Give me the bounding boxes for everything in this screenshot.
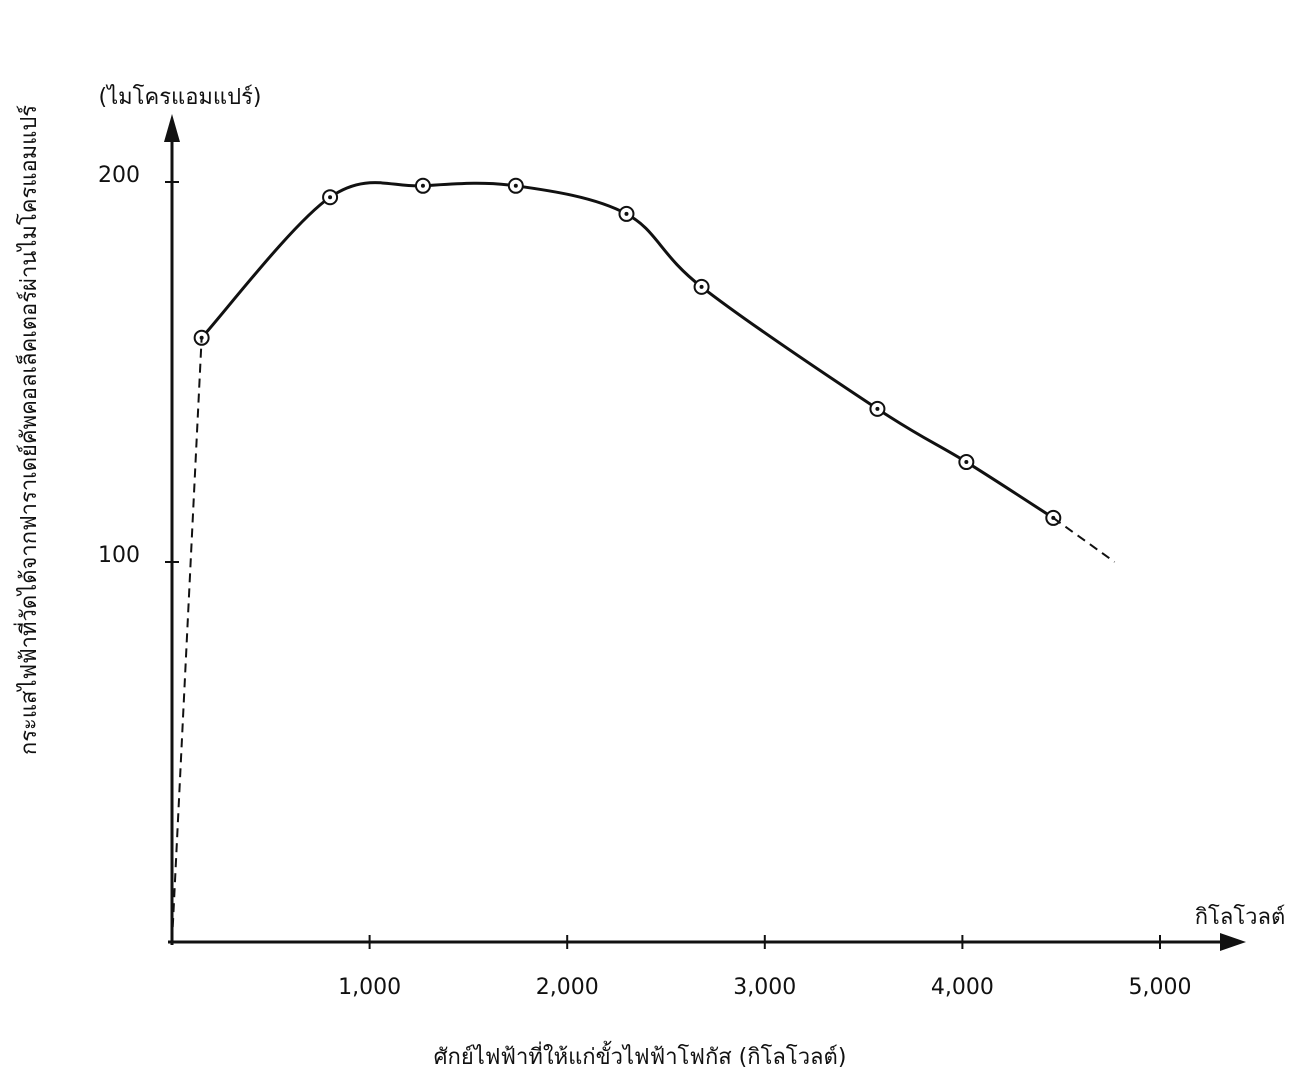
y-unit: (ไมโครแอมแปร์) [99,84,262,110]
data-point-dot [699,284,704,289]
data-point-dot [875,406,880,411]
dashed-line [1052,517,1116,563]
x-tick-label: 4,000 [931,975,994,1000]
data-point-dot [328,195,333,200]
x-axis-arrow [1220,933,1246,951]
x-axis-label: ศักย์ไฟฟ้าที่ให้แก่ขั้วไฟฟ้าโฟกัส (กิโลโ… [434,1041,847,1070]
x-tick-label: 2,000 [536,975,599,1000]
x-tick-label: 5,000 [1129,975,1192,1000]
y-tick-label: 100 [98,543,140,568]
y-tick-label: 200 [98,163,140,188]
x-tick-label: 3,000 [733,975,796,1000]
curve [200,181,1055,520]
data-point-dot [964,460,969,465]
x-unit: กิโลโวลต์ [1195,904,1286,930]
y-axis-arrow [164,114,180,142]
data-point-dot [624,211,629,216]
y-axis-label: กระแสไฟฟ้าที่วัดได้จากฟาราเดย์คัพคอลเล็ค… [13,105,42,755]
data-point-dot [420,183,425,188]
data-point-dot [513,183,518,188]
x-tick-label: 1,000 [338,975,401,1000]
dashed-line [171,337,203,943]
